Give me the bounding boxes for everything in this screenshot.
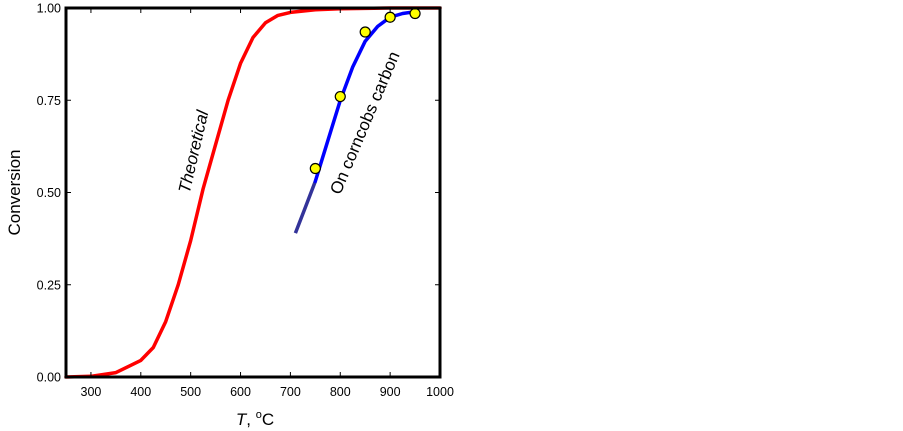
annotation-corncobs: On corncobs carbon [326, 49, 403, 197]
y-tick-label: 1.00 [37, 2, 61, 16]
y-tick-label: 0.75 [37, 94, 61, 108]
series-group [64, 6, 442, 379]
data-point-marker [384, 11, 396, 23]
data-point-marker [334, 90, 346, 103]
x-axis-label-variable: T [236, 410, 248, 429]
data-point-marker [309, 162, 321, 175]
y-tick-label: 0.50 [37, 186, 61, 200]
x-ticks: 300 400 500 600 700 800 900 1000 [81, 8, 454, 399]
y-axis-label: Conversion [5, 150, 24, 236]
y-tick-label: 0.25 [37, 278, 61, 292]
x-tick-label: 600 [230, 385, 251, 399]
x-tick-label: 300 [81, 385, 102, 399]
x-axis-label-separator: , [246, 410, 255, 429]
data-point-marker [409, 7, 421, 20]
series-theoretical-line [64, 6, 442, 379]
series-corncobs-fit-line [313, 9, 417, 184]
y-tick-label: 0.00 [37, 371, 61, 385]
series-corncobs-extrapolation-line [293, 180, 317, 234]
x-axis-label: T, oC [236, 409, 274, 429]
x-tick-label: 500 [180, 385, 201, 399]
x-tick-label: 900 [380, 385, 401, 399]
x-tick-label: 700 [280, 385, 301, 399]
x-axis-label-degree: o [256, 409, 262, 421]
data-point-marker [359, 26, 371, 38]
x-tick-label: 800 [330, 385, 351, 399]
x-tick-label: 1000 [426, 385, 454, 399]
x-axis-label-unit: C [262, 410, 274, 429]
y-ticks: 0.00 0.25 0.50 0.75 1.00 [37, 2, 440, 385]
annotation-theoretical: Theoretical [175, 107, 213, 194]
x-tick-label: 400 [130, 385, 151, 399]
